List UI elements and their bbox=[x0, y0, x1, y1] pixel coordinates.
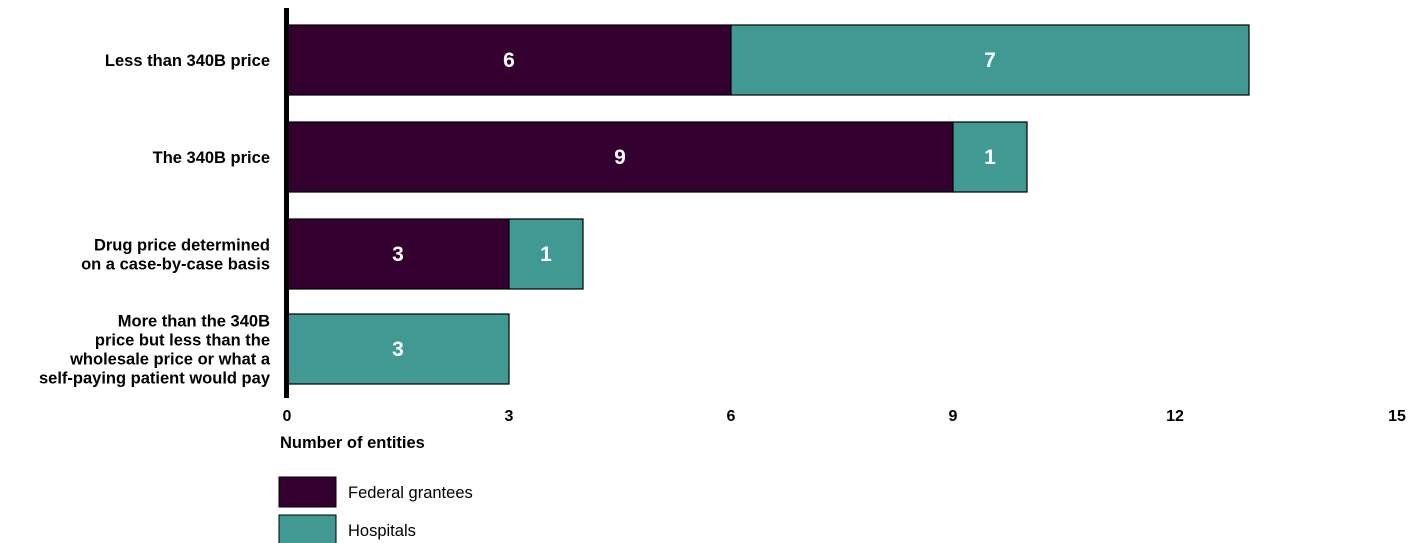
category-label: More than the 340B bbox=[118, 313, 270, 331]
data-label: 6 bbox=[503, 49, 515, 72]
bar-segment bbox=[286, 121, 954, 193]
data-label: 1 bbox=[984, 146, 996, 169]
legend-swatch bbox=[278, 476, 337, 508]
data-label: 1 bbox=[540, 243, 552, 266]
x-tick-label: 12 bbox=[1166, 408, 1184, 425]
bar-segment bbox=[952, 121, 1028, 193]
category-label: Drug price determined bbox=[94, 237, 270, 255]
legend-swatch bbox=[278, 514, 337, 543]
x-tick-label: 0 bbox=[283, 408, 292, 425]
legend-label: Federal grantees bbox=[348, 484, 473, 502]
bar-segment bbox=[286, 313, 510, 385]
x-tick-labels: 0 3 6 9 12 15 bbox=[283, 408, 1406, 425]
legend-label: Hospitals bbox=[348, 522, 416, 540]
x-axis-title: Number of entities bbox=[280, 434, 425, 452]
category-label: on a case-by-case basis bbox=[81, 256, 270, 274]
data-label: 3 bbox=[392, 338, 404, 361]
x-tick-label: 9 bbox=[949, 408, 958, 425]
category-label: wholesale price or what a bbox=[69, 351, 271, 369]
category-label: self-paying patient would pay bbox=[39, 370, 271, 388]
bar-segment bbox=[508, 218, 584, 290]
bars-layer: 6 7 9 1 3 1 3 bbox=[286, 24, 1250, 385]
category-label: price but less than the bbox=[95, 332, 270, 350]
data-label: 9 bbox=[614, 146, 626, 169]
bar-segment bbox=[286, 24, 732, 96]
category-labels: Less than 340B price The 340B price Drug p… bbox=[39, 52, 271, 388]
category-label: Less than 340B price bbox=[105, 52, 270, 70]
legend: Federal grantees Hospitals bbox=[278, 476, 473, 543]
category-label: The 340B price bbox=[153, 149, 270, 167]
data-label: 7 bbox=[984, 49, 996, 72]
x-tick-label: 6 bbox=[727, 408, 736, 425]
x-tick-label: 15 bbox=[1388, 408, 1406, 425]
bar-segment bbox=[730, 24, 1250, 96]
bar-segment bbox=[286, 218, 510, 290]
x-tick-label: 3 bbox=[505, 408, 514, 425]
data-label: 3 bbox=[392, 243, 404, 266]
